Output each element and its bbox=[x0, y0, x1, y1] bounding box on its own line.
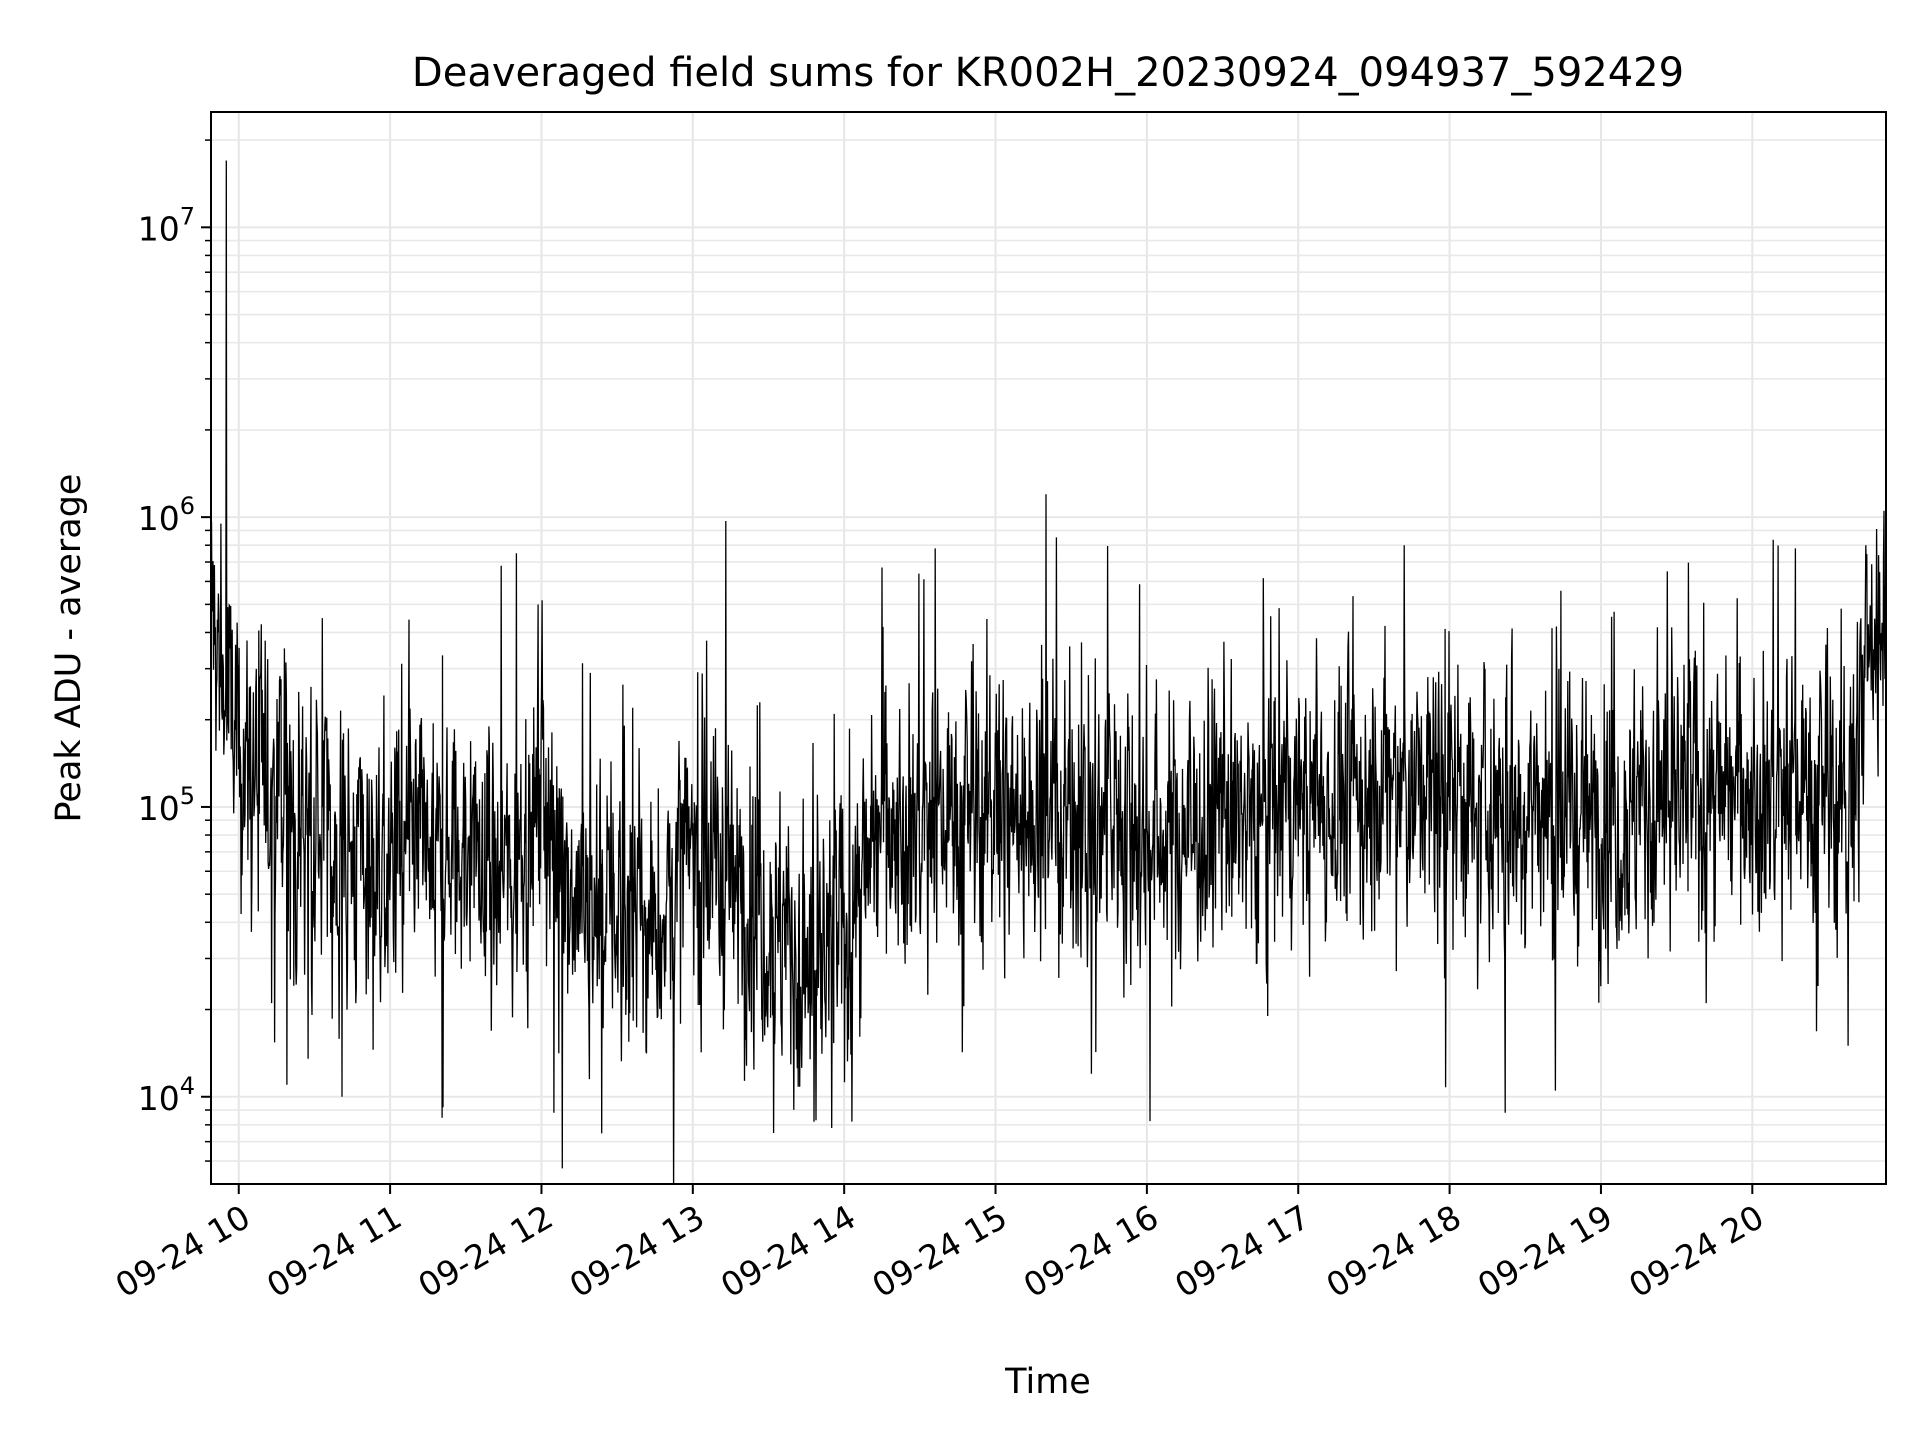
y-tick-label: 107 bbox=[138, 202, 195, 248]
series-line bbox=[211, 160, 1886, 1184]
y-tick-label: 105 bbox=[138, 782, 195, 828]
series-layer bbox=[211, 160, 1886, 1184]
plot-frame bbox=[210, 111, 1887, 1185]
y-axis: 104 105 106 107 bbox=[138, 139, 211, 1162]
y-axis-label: Peak ADU - average bbox=[49, 474, 89, 823]
y-tick-label: 106 bbox=[138, 492, 195, 538]
chart-title: Deaveraged field sums for KR002H_2023092… bbox=[412, 50, 1684, 96]
y-tick-label: 104 bbox=[138, 1072, 195, 1118]
x-axis-label: Time bbox=[1004, 1362, 1091, 1402]
